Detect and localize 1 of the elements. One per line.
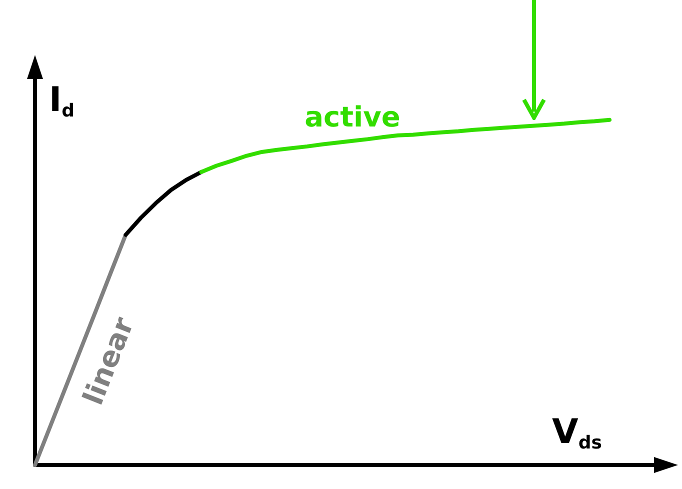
series-label: active	[304, 100, 400, 134]
